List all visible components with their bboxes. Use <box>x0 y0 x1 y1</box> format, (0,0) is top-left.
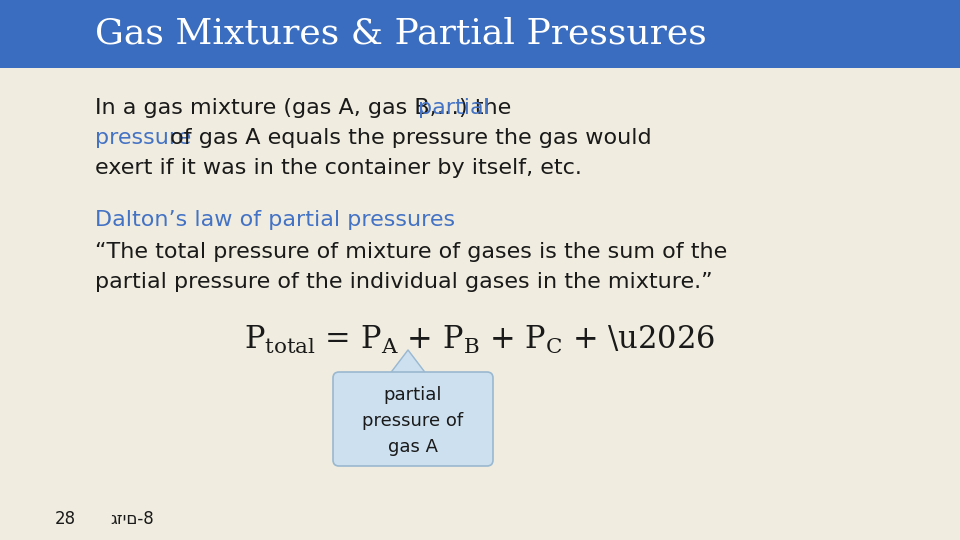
Text: partial
pressure of
gas A: partial pressure of gas A <box>363 386 464 456</box>
Text: pressure: pressure <box>95 128 191 148</box>
FancyBboxPatch shape <box>333 372 493 466</box>
Text: “The total pressure of mixture of gases is the sum of the: “The total pressure of mixture of gases … <box>95 242 728 262</box>
Text: Gas Mixtures & Partial Pressures: Gas Mixtures & Partial Pressures <box>95 17 707 51</box>
Text: In a gas mixture (gas A, gas B,…) the: In a gas mixture (gas A, gas B,…) the <box>95 98 518 118</box>
Text: of gas A equals the pressure the gas would: of gas A equals the pressure the gas wou… <box>163 128 652 148</box>
Polygon shape <box>386 350 430 379</box>
Text: exert if it was in the container by itself, etc.: exert if it was in the container by itse… <box>95 158 582 178</box>
Text: גזים-8: גזים-8 <box>110 510 154 528</box>
Bar <box>0 0 960 68</box>
Text: 28: 28 <box>55 510 76 528</box>
Text: P$_{\mathregular{total}}$ = P$_{\mathregular{A}}$ + P$_{\mathregular{B}}$ + P$_{: P$_{\mathregular{total}}$ = P$_{\mathreg… <box>245 324 715 356</box>
Bar <box>349 377 477 381</box>
Text: partial: partial <box>418 98 490 118</box>
Text: Dalton’s law of partial pressures: Dalton’s law of partial pressures <box>95 210 455 230</box>
Text: partial pressure of the individual gases in the mixture.”: partial pressure of the individual gases… <box>95 272 712 292</box>
